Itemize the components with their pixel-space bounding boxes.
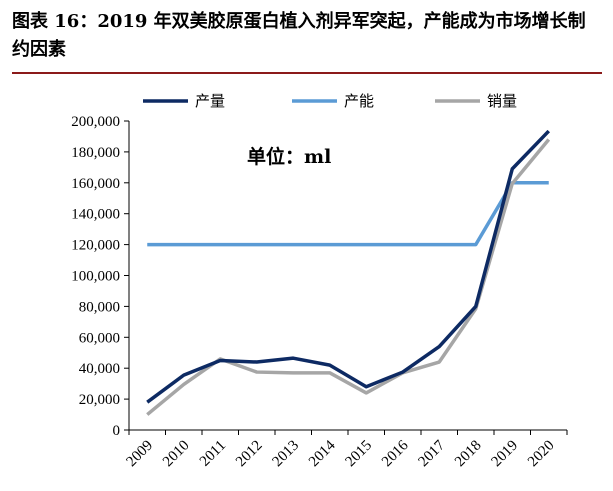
y-tick-label: 100,000 [71,269,120,285]
chart-title: 图表 16：2019 年双美胶原蛋白植入剂异军突起，产能成为市场增长制约因素 [12,11,586,60]
series-line-产能 [147,181,549,247]
y-tick-label: 160,000 [71,176,120,192]
x-tick-label: 2013 [270,438,303,471]
x-tick-label: 2019 [489,438,522,471]
series-line-产量 [146,129,551,404]
legend-label: 产能 [344,92,374,110]
x-tick-label: 2016 [379,437,412,470]
legend-label: 产量 [195,92,225,110]
legend-label: 销量 [487,92,517,110]
x-tick-label: 2015 [343,438,376,471]
y-tick-label: 180,000 [71,145,120,161]
title-divider [12,72,602,74]
y-tick-label: 40,000 [79,361,120,377]
x-tick-label: 2014 [306,437,339,470]
y-tick-label: 80,000 [79,299,120,315]
series-line-销量 [146,138,551,416]
x-tick-label: 2010 [160,438,193,471]
x-tick-label: 2020 [525,438,558,471]
y-tick-label: 60,000 [79,330,120,346]
y-tick-label: 0 [113,423,121,439]
x-tick-label: 2012 [233,438,266,471]
y-tick-label: 20,000 [79,392,120,408]
unit-annotation: 单位：ml [247,145,331,168]
x-tick-label: 2018 [452,438,485,471]
y-tick-label: 140,000 [71,207,120,223]
y-tick-label: 120,000 [71,238,120,254]
x-tick-label: 2011 [197,438,229,470]
x-tick-label: 2009 [124,438,157,471]
y-tick-label: 200,000 [71,114,120,130]
x-tick-label: 2017 [416,437,449,470]
